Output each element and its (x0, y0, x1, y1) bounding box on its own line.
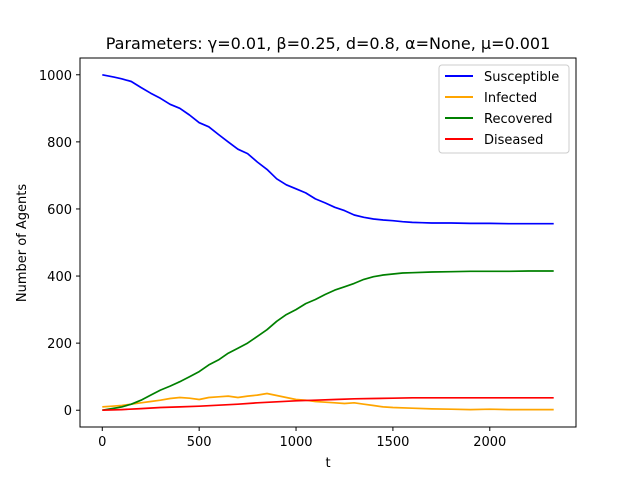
legend-label-susceptible: Susceptible (484, 70, 559, 85)
x-tick-label: 1500 (376, 435, 409, 450)
x-tick-label: 0 (98, 435, 106, 450)
y-tick-label: 400 (47, 270, 72, 285)
legend-label-infected: Infected (484, 91, 537, 106)
y-tick-label: 1000 (39, 69, 72, 84)
x-tick-label: 500 (187, 435, 212, 450)
chart-title: Parameters: γ=0.01, β=0.25, d=0.8, α=Non… (106, 34, 551, 53)
x-axis-label: t (325, 456, 330, 471)
legend-box (438, 64, 570, 154)
legend: Susceptible Infected Recovered Diseased (438, 64, 570, 154)
y-axis-label: Number of Agents (15, 184, 30, 302)
series-line-susceptible (102, 73, 554, 225)
series-layer (102, 73, 554, 412)
y-tick-label: 600 (47, 203, 72, 218)
y-tick-label: 200 (47, 337, 72, 352)
y-tick-label: 800 (47, 136, 72, 151)
series-line-diseased (102, 396, 554, 412)
x-tick-label: 1000 (279, 435, 312, 450)
series-line-infected (102, 392, 554, 411)
y-tick-label: 0 (64, 404, 72, 419)
legend-label-diseased: Diseased (484, 133, 543, 148)
x-tick-label: 2000 (473, 435, 506, 450)
plot-frame (79, 57, 577, 428)
legend-label-recovered: Recovered (484, 112, 553, 127)
ticks-layer: 0 500 1000 1500 2000 0 200 400 600 800 1000 (39, 69, 506, 450)
series-line-recovered (102, 270, 554, 412)
